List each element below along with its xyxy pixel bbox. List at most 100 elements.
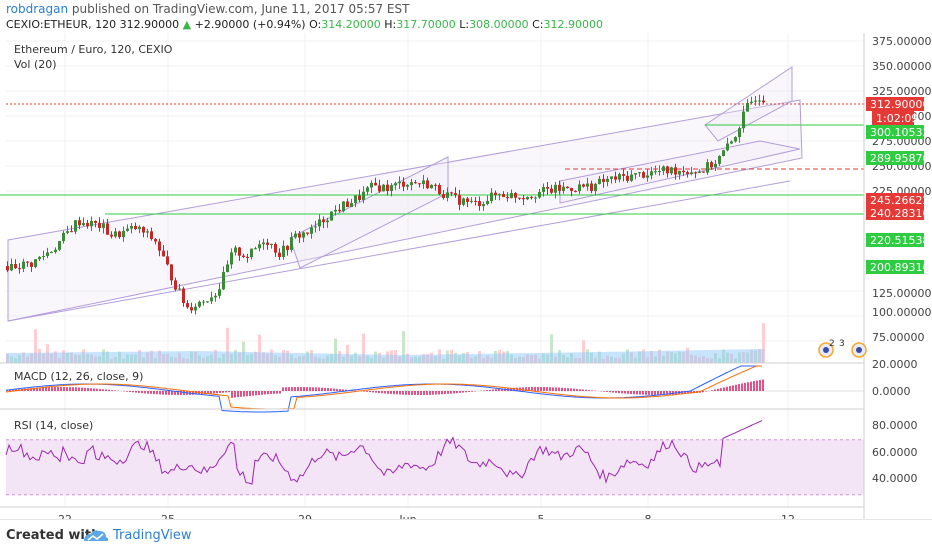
candle bbox=[658, 171, 661, 172]
macd-histogram-bar bbox=[294, 387, 296, 391]
candle bbox=[630, 175, 633, 181]
macd-histogram-bar bbox=[462, 391, 464, 393]
candle bbox=[682, 171, 685, 172]
candle bbox=[502, 194, 505, 197]
candle bbox=[166, 256, 169, 264]
macd-histogram-bar bbox=[711, 390, 713, 391]
candle bbox=[414, 182, 417, 183]
volume-legend: Vol (20) bbox=[14, 58, 57, 71]
candle bbox=[722, 150, 725, 156]
candle bbox=[270, 244, 273, 245]
macd-histogram-bar bbox=[399, 391, 401, 395]
candle bbox=[234, 247, 237, 252]
macd-histogram-bar bbox=[582, 389, 584, 391]
macd-histogram-bar bbox=[306, 387, 308, 391]
candle bbox=[526, 197, 529, 199]
candle bbox=[610, 176, 613, 178]
macd-histogram-bar bbox=[231, 391, 233, 398]
high-label: H: bbox=[384, 18, 396, 31]
candle bbox=[178, 289, 181, 290]
candle bbox=[482, 204, 485, 206]
macd-histogram-bar bbox=[45, 387, 47, 391]
macd-histogram-bar bbox=[84, 388, 86, 391]
candle bbox=[186, 303, 189, 307]
candle bbox=[230, 252, 233, 264]
candle bbox=[182, 289, 185, 304]
candle bbox=[378, 185, 381, 191]
candle bbox=[206, 301, 209, 302]
macd-histogram-bar bbox=[210, 391, 212, 394]
macd-histogram-bar bbox=[54, 387, 56, 391]
macd-histogram-bar bbox=[381, 391, 383, 393]
macd-histogram-bar bbox=[654, 391, 656, 395]
macd-histogram-bar bbox=[339, 389, 341, 391]
candle bbox=[410, 182, 413, 185]
candle bbox=[162, 251, 165, 257]
rsi-band bbox=[6, 440, 864, 495]
price-label: 245.26622 bbox=[870, 194, 930, 207]
indicator-tick: 20.0000 bbox=[872, 358, 918, 371]
macd-histogram-bar bbox=[633, 391, 635, 394]
candle bbox=[98, 223, 101, 228]
macd-histogram-bar bbox=[735, 385, 737, 391]
candle bbox=[390, 185, 393, 191]
macd-histogram-bar bbox=[270, 391, 272, 394]
candle bbox=[586, 184, 589, 187]
candle bbox=[434, 185, 437, 186]
candle bbox=[402, 182, 405, 187]
macd-histogram-bar bbox=[93, 388, 95, 391]
macd-histogram-bar bbox=[222, 391, 224, 393]
candle bbox=[446, 192, 449, 198]
tradingview-brand[interactable]: TradingView bbox=[113, 528, 192, 543]
macd-histogram-bar bbox=[483, 390, 485, 391]
candle bbox=[578, 184, 581, 191]
close-label: C: bbox=[532, 18, 543, 31]
macd-histogram-bar bbox=[564, 388, 566, 391]
price-label: 300.10533 bbox=[870, 126, 930, 139]
footer: Created with TradingView bbox=[0, 519, 932, 551]
macd-histogram-bar bbox=[141, 391, 143, 393]
candle bbox=[674, 167, 677, 174]
candle bbox=[6, 266, 9, 270]
macd-histogram-bar bbox=[159, 391, 161, 394]
macd-histogram-bar bbox=[741, 383, 743, 391]
macd-histogram-bar bbox=[744, 383, 746, 391]
macd-histogram-bar bbox=[540, 387, 542, 391]
candle bbox=[594, 184, 597, 191]
candle bbox=[638, 172, 641, 173]
author-link[interactable]: robdragan bbox=[6, 2, 68, 16]
macd-histogram-bar bbox=[315, 387, 317, 391]
macd-histogram-bar bbox=[753, 381, 755, 391]
candle bbox=[50, 252, 53, 253]
candle bbox=[462, 198, 465, 204]
macd-histogram-bar bbox=[285, 387, 287, 391]
macd-histogram-bar bbox=[369, 391, 371, 392]
tradingview-logo-icon[interactable] bbox=[82, 527, 110, 545]
candle bbox=[18, 268, 21, 269]
candle bbox=[218, 289, 221, 295]
candle bbox=[90, 221, 93, 226]
price-tick: 75.00000 bbox=[872, 331, 925, 344]
macd-histogram-bar bbox=[300, 387, 302, 391]
candle bbox=[382, 185, 385, 192]
macd-histogram-bar bbox=[255, 391, 257, 395]
candle bbox=[606, 179, 609, 182]
candle bbox=[210, 297, 213, 301]
macd-histogram-bar bbox=[459, 391, 461, 393]
candle bbox=[366, 187, 369, 191]
candle bbox=[174, 280, 177, 289]
candle bbox=[170, 264, 173, 280]
candle bbox=[102, 223, 105, 227]
macd-histogram-bar bbox=[639, 391, 641, 395]
candle bbox=[458, 195, 461, 205]
candle bbox=[474, 201, 477, 202]
macd-histogram-bar bbox=[438, 391, 440, 394]
candle bbox=[634, 173, 637, 174]
macd-histogram-bar bbox=[252, 391, 254, 396]
candle bbox=[582, 184, 585, 186]
macd-histogram-bar bbox=[732, 385, 734, 391]
macd-histogram-bar bbox=[135, 391, 137, 393]
macd-histogram-bar bbox=[168, 391, 170, 395]
chart-canvas[interactable]: 375.00000350.00000325.00000300.00000275.… bbox=[0, 33, 932, 519]
macd-histogram-bar bbox=[759, 380, 761, 391]
